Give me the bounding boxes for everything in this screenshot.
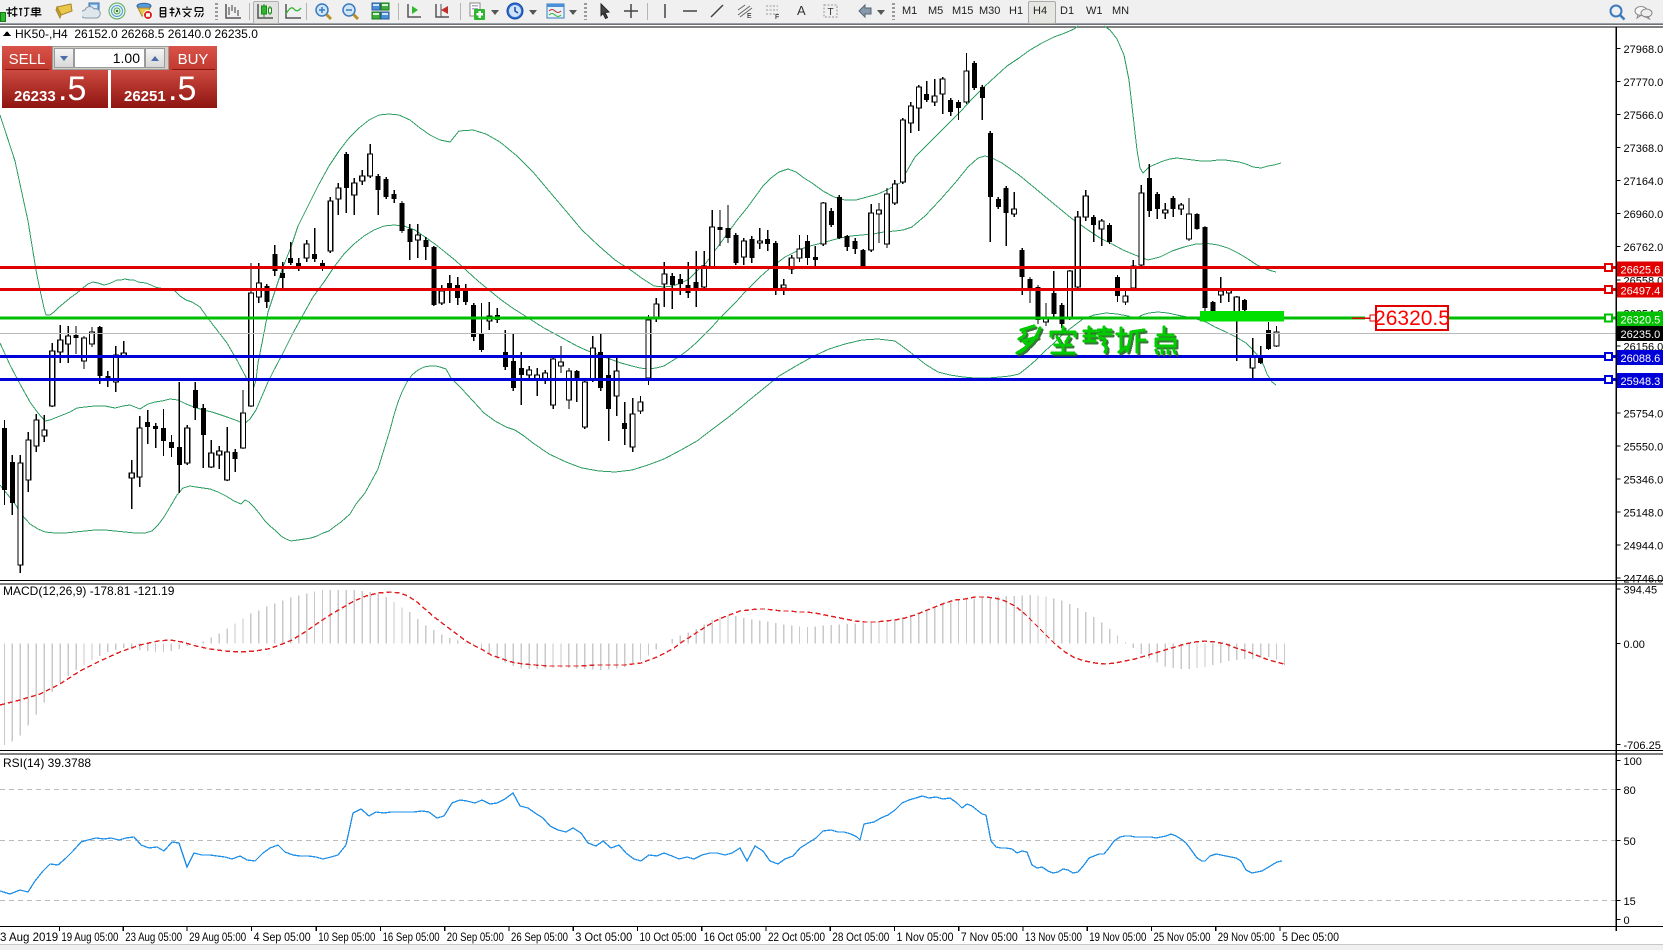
- svg-text:27164.0: 27164.0: [1624, 176, 1663, 188]
- svg-text:19 Aug 05:00: 19 Aug 05:00: [61, 932, 118, 944]
- svg-text:T: T: [828, 7, 834, 18]
- svg-text:100: 100: [1624, 756, 1642, 768]
- svg-text:26960.0: 26960.0: [1624, 209, 1663, 221]
- svg-text:3 Oct 05:00: 3 Oct 05:00: [575, 932, 632, 944]
- svg-text:19 Nov 05:00: 19 Nov 05:00: [1089, 932, 1146, 944]
- svg-text:26625.6: 26625.6: [1621, 264, 1661, 276]
- svg-text:26320.5: 26320.5: [1621, 314, 1661, 326]
- svg-text:24746.0: 24746.0: [1624, 574, 1663, 586]
- svg-text:-706.25: -706.25: [1624, 740, 1661, 752]
- svg-text:1 Nov 05:00: 1 Nov 05:00: [897, 932, 954, 944]
- svg-text:5 Dec 05:00: 5 Dec 05:00: [1282, 932, 1339, 944]
- svg-text:25550.0: 25550.0: [1624, 442, 1663, 454]
- svg-text:E: E: [747, 13, 752, 20]
- svg-text:15: 15: [1624, 896, 1636, 908]
- svg-text:F: F: [775, 14, 779, 21]
- svg-text:25754.0: 25754.0: [1624, 409, 1663, 421]
- svg-text:50: 50: [1624, 836, 1636, 848]
- svg-text:25148.0: 25148.0: [1624, 508, 1663, 520]
- svg-text:27770.0: 27770.0: [1624, 77, 1663, 89]
- svg-text:26235.0: 26235.0: [1621, 329, 1661, 341]
- svg-text:23 Aug 05:00: 23 Aug 05:00: [125, 932, 182, 944]
- svg-text:13 Nov 05:00: 13 Nov 05:00: [1025, 932, 1082, 944]
- svg-text:25 Nov 05:00: 25 Nov 05:00: [1154, 932, 1211, 944]
- svg-text:26088.6: 26088.6: [1621, 353, 1661, 365]
- svg-text:25948.3: 25948.3: [1621, 376, 1661, 388]
- svg-text:22 Oct 05:00: 22 Oct 05:00: [768, 932, 825, 944]
- svg-text:0: 0: [1624, 915, 1630, 927]
- svg-text:28 Oct 05:00: 28 Oct 05:00: [832, 932, 889, 944]
- svg-text:27368.0: 27368.0: [1624, 143, 1663, 155]
- svg-text:RSI(14) 39.3788: RSI(14) 39.3788: [3, 756, 91, 770]
- svg-text:16 Sep 05:00: 16 Sep 05:00: [383, 932, 440, 944]
- svg-text:MACD(12,26,9) -178.81 -121.19: MACD(12,26,9) -178.81 -121.19: [3, 584, 175, 598]
- svg-text:26497.4: 26497.4: [1621, 285, 1661, 297]
- svg-text:HK50-,H4 26152.0 26268.5 2614: HK50-,H4 26152.0 26268.5 26140.0 26235.0: [15, 27, 258, 41]
- svg-text:26762.0: 26762.0: [1624, 242, 1663, 254]
- svg-text:0.00: 0.00: [1624, 639, 1645, 651]
- svg-text:80: 80: [1624, 785, 1636, 797]
- svg-text:394.45: 394.45: [1624, 585, 1658, 597]
- svg-text:29 Nov 05:00: 29 Nov 05:00: [1218, 932, 1275, 944]
- svg-text:25346.0: 25346.0: [1624, 475, 1663, 487]
- svg-text:26320.5: 26320.5: [1374, 307, 1450, 330]
- svg-text:27968.0: 27968.0: [1624, 44, 1663, 56]
- svg-text:24944.0: 24944.0: [1624, 541, 1663, 553]
- svg-text:27566.0: 27566.0: [1624, 110, 1663, 122]
- svg-text:7 Nov 05:00: 7 Nov 05:00: [961, 932, 1018, 944]
- svg-text:4 Sep 05:00: 4 Sep 05:00: [254, 932, 311, 944]
- svg-text:3 Aug 2019: 3 Aug 2019: [0, 932, 58, 944]
- svg-text:10 Oct 05:00: 10 Oct 05:00: [640, 932, 697, 944]
- svg-text:29 Aug 05:00: 29 Aug 05:00: [189, 932, 246, 944]
- svg-text:26 Sep 05:00: 26 Sep 05:00: [511, 932, 568, 944]
- svg-text:10 Sep 05:00: 10 Sep 05:00: [318, 932, 375, 944]
- svg-text:20 Sep 05:00: 20 Sep 05:00: [447, 932, 504, 944]
- svg-text:16 Oct 05:00: 16 Oct 05:00: [704, 932, 761, 944]
